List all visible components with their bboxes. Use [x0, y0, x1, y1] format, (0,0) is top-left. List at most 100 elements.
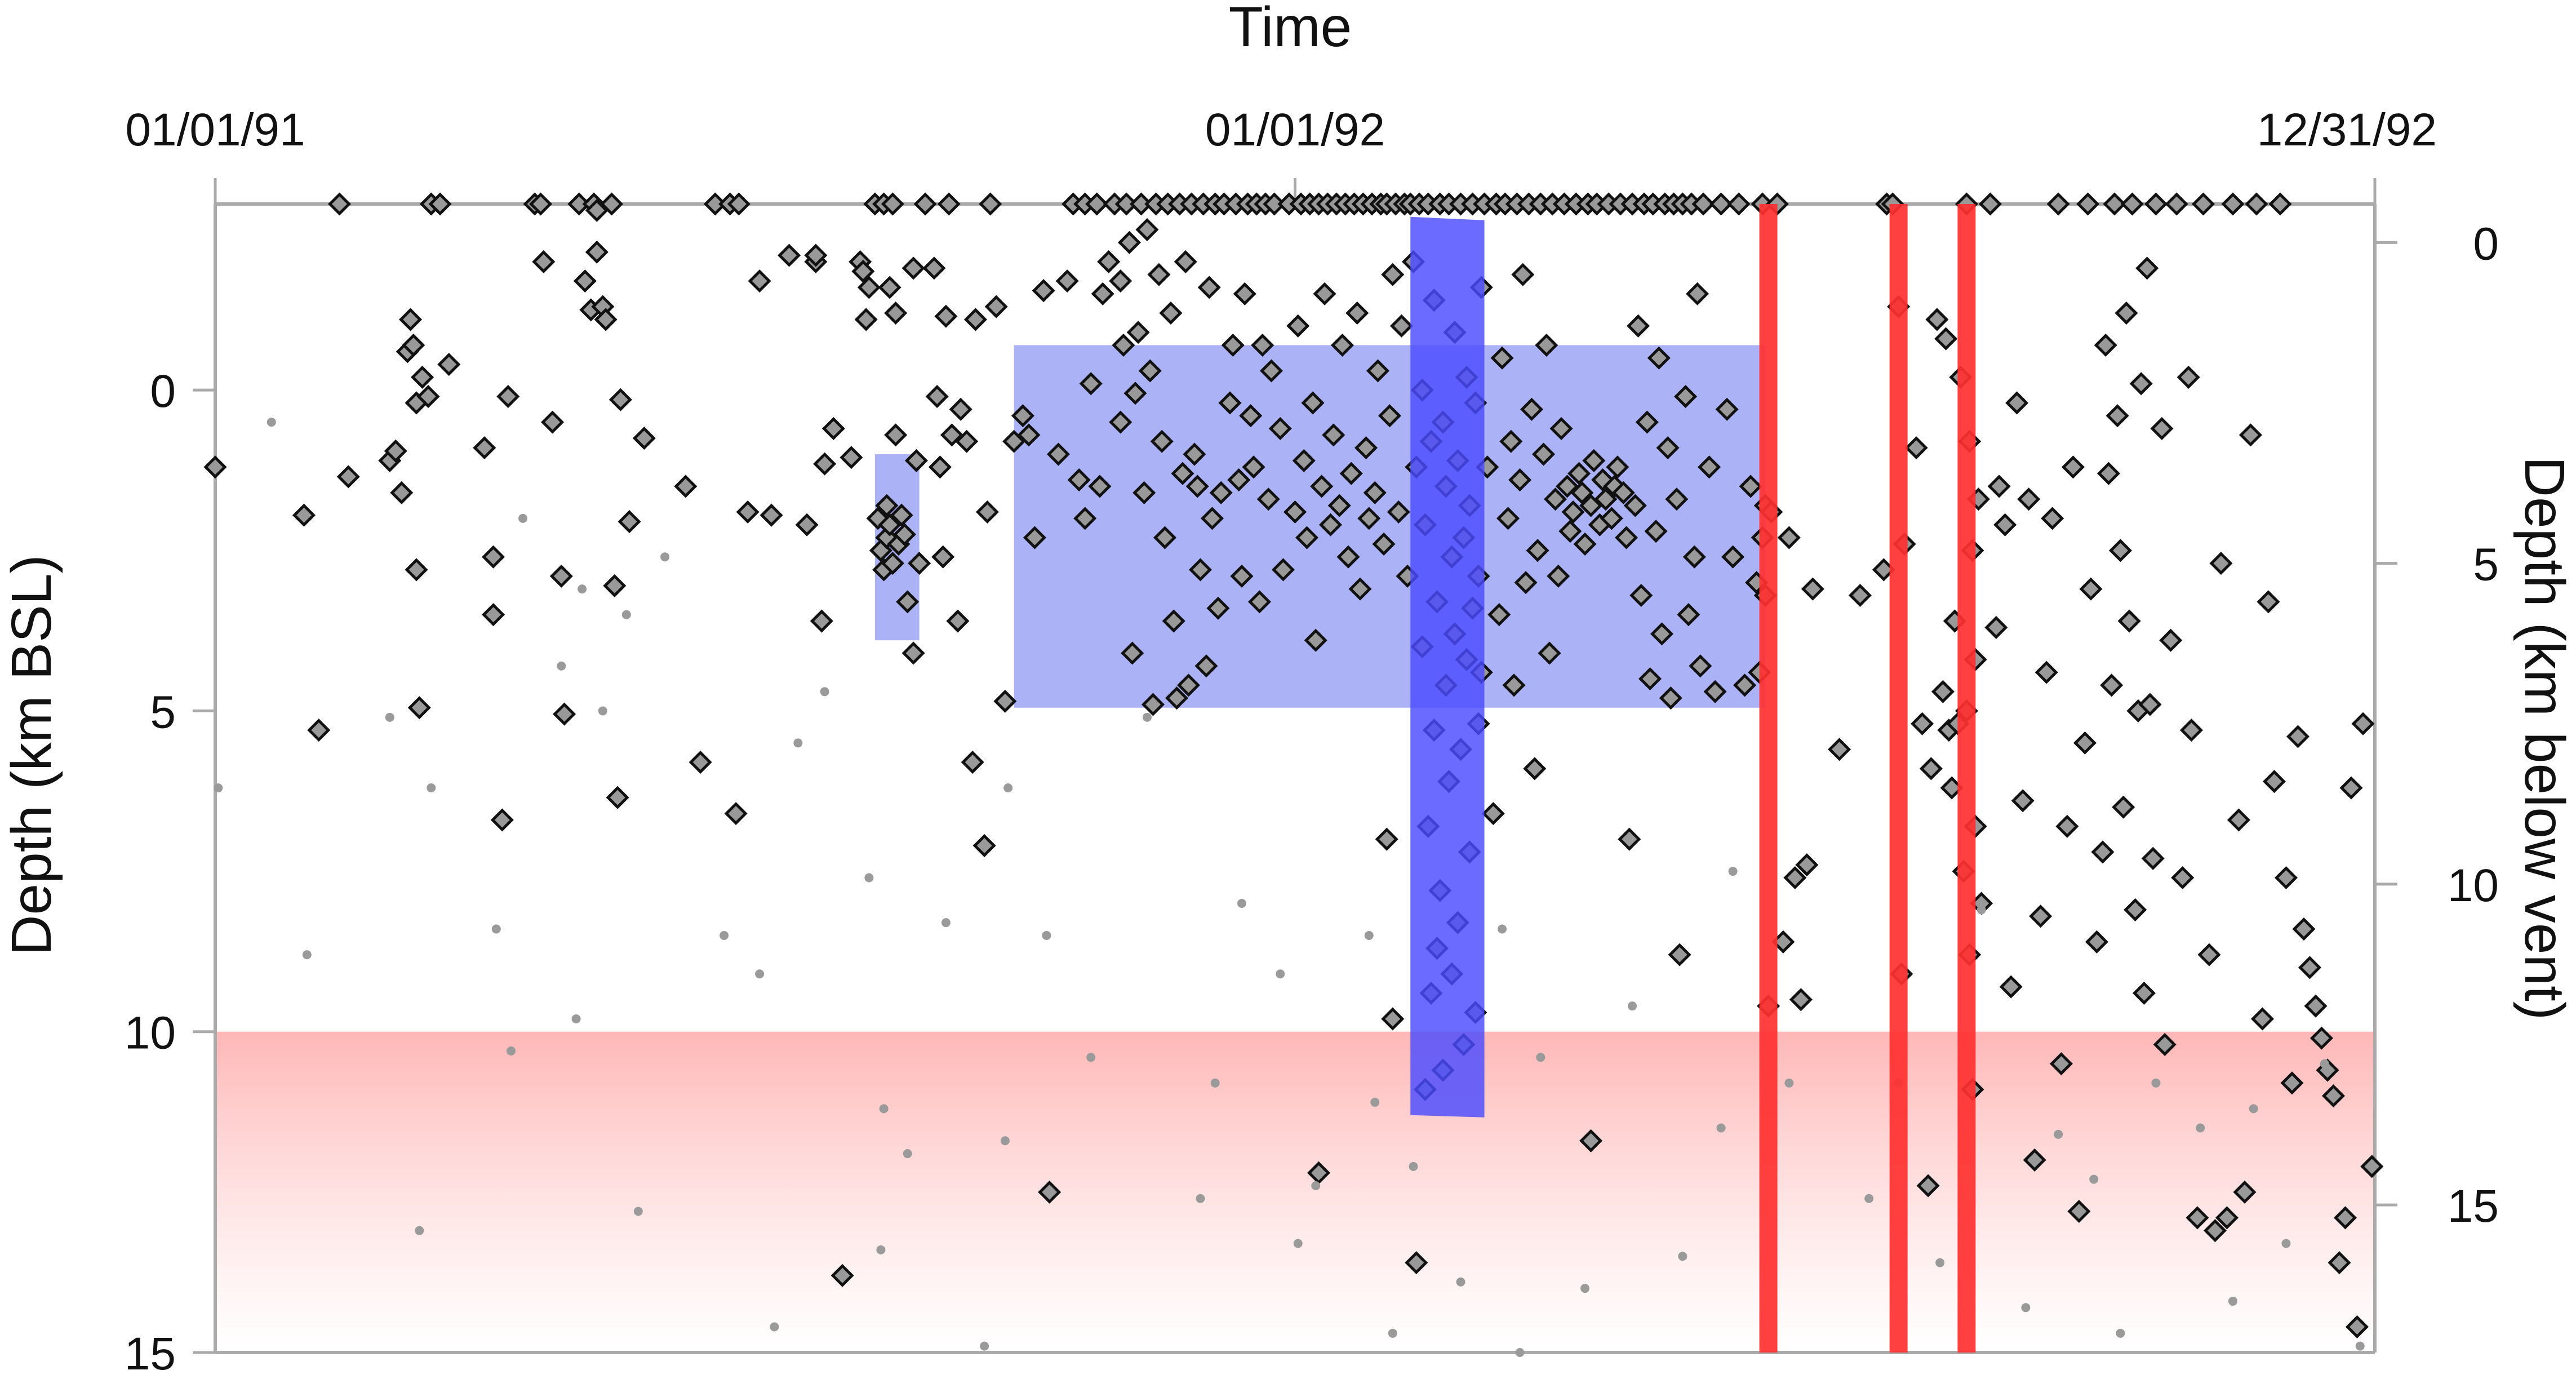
event-dot: [2249, 1104, 2258, 1114]
event-dot: [578, 584, 587, 594]
event-point: [2280, 1071, 2304, 1095]
event-point: [804, 243, 828, 267]
event-point: [904, 449, 928, 472]
event-point: [600, 192, 624, 216]
event-point: [2017, 487, 2041, 511]
event-point: [2041, 507, 2064, 530]
event-point: [1209, 481, 1233, 504]
event-dot: [2320, 1059, 2329, 1068]
event-point: [1165, 686, 1189, 710]
event-point: [940, 423, 963, 447]
event-point: [2292, 917, 2316, 941]
event-dot: [903, 1149, 912, 1159]
event-point: [2186, 1206, 2209, 1230]
event-point: [748, 269, 771, 293]
event-point: [2097, 462, 2120, 485]
event-point: [1544, 487, 1567, 511]
event-dot: [1728, 867, 1738, 876]
event-point: [1538, 641, 1561, 665]
event-point: [541, 410, 565, 434]
event-point: [1259, 359, 1283, 383]
event-point: [1496, 507, 1520, 530]
event-point: [1067, 468, 1091, 492]
event-dot: [660, 552, 670, 562]
event-point: [1247, 590, 1272, 614]
event-point: [1698, 455, 1721, 479]
event-point: [1381, 263, 1405, 286]
event-point: [1916, 1174, 1940, 1198]
event-point: [473, 436, 496, 460]
event-point: [549, 564, 573, 588]
event-point: [1523, 757, 1547, 781]
event-point: [1715, 397, 1739, 421]
event-point: [1674, 385, 1698, 409]
event-point: [1313, 282, 1336, 305]
event-point: [553, 702, 576, 726]
event-point: [2153, 1032, 2177, 1057]
y-left-tick-label: 0: [150, 366, 176, 417]
event-point: [1502, 673, 1526, 697]
event-point: [1925, 308, 1949, 331]
event-point: [2245, 192, 2268, 216]
event-point: [1499, 429, 1523, 453]
event-point: [336, 465, 360, 489]
event-point: [1263, 192, 1286, 216]
event-point: [1689, 654, 1712, 678]
event-point: [760, 503, 783, 527]
event-point: [1789, 988, 1813, 1012]
event-point: [1126, 321, 1150, 344]
event-point: [2351, 712, 2375, 735]
event-point: [795, 513, 819, 536]
event-dot: [2089, 1174, 2099, 1184]
event-point: [2345, 1315, 2369, 1338]
event-point: [1327, 494, 1351, 517]
event-point: [1511, 263, 1535, 286]
event-dot: [571, 1014, 581, 1023]
event-point: [2055, 814, 2079, 838]
event-point: [972, 834, 996, 858]
event-point: [949, 397, 972, 421]
event-point: [2144, 192, 2168, 216]
event-dot: [1536, 1053, 1545, 1062]
event-point: [327, 192, 352, 216]
event-point: [1547, 564, 1570, 588]
event-point: [1023, 526, 1046, 549]
event-point: [963, 308, 987, 331]
event-dot: [1580, 1284, 1590, 1293]
red-event-line-2: [1889, 204, 1908, 1353]
event-point: [1405, 1251, 1428, 1275]
event-dot: [1784, 1078, 1794, 1088]
event-point: [428, 192, 452, 216]
event-point: [1535, 333, 1558, 357]
event-point: [1570, 481, 1594, 504]
event-dot: [1456, 1277, 1465, 1287]
event-point: [2309, 1026, 2334, 1050]
axes: 01/01/91 01/01/92 12/31/92 0 5 10 15 0 5 10 15: [125, 104, 2499, 1379]
event-point: [840, 446, 863, 469]
event-point: [2079, 577, 2103, 601]
event-point: [810, 609, 833, 633]
event-point: [1659, 686, 1682, 710]
event-point: [2046, 192, 2070, 216]
event-point: [955, 429, 979, 453]
event-dot: [1388, 1328, 1397, 1338]
event-point: [2197, 943, 2221, 966]
event-dot: [1515, 1348, 1525, 1357]
event-point: [402, 333, 425, 357]
event-point: [1777, 526, 1801, 549]
event-point: [1627, 314, 1650, 338]
event-point: [2150, 416, 2174, 441]
event-point: [2124, 898, 2147, 921]
vertical-swarm-column: [1410, 216, 1485, 1118]
event-point: [390, 481, 414, 504]
event-dot: [518, 513, 528, 523]
event-dot: [1628, 1001, 1637, 1011]
event-dot: [719, 930, 729, 940]
event-point: [1526, 539, 1549, 562]
event-point: [2191, 192, 2215, 216]
event-point: [2132, 981, 2156, 1005]
event-point: [2108, 539, 2132, 562]
event-point: [1230, 564, 1254, 588]
